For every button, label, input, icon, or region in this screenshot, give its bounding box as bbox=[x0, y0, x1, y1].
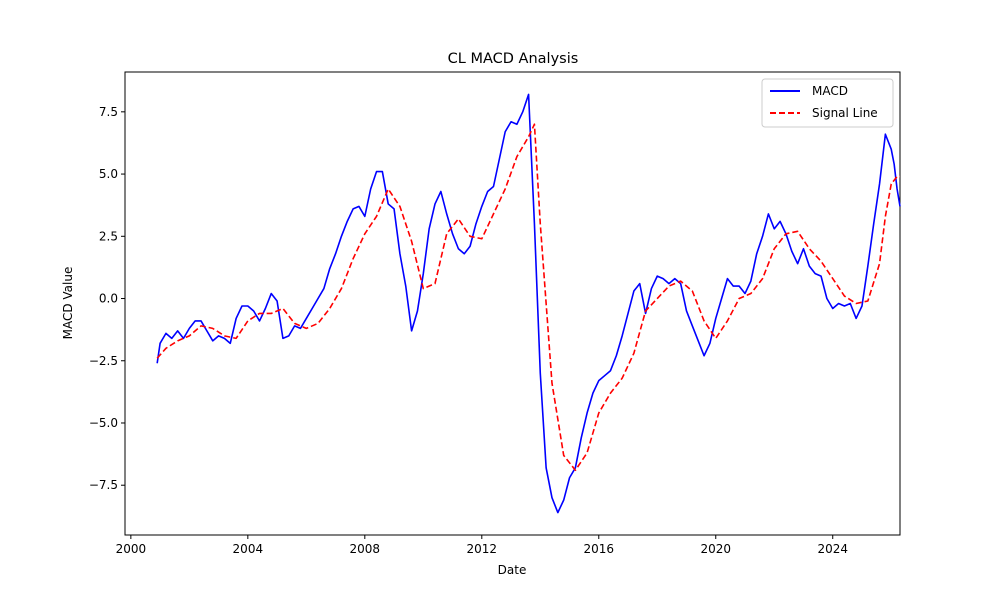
series-line-macd bbox=[156, 93, 901, 514]
y-tick-label: −7.5 bbox=[89, 478, 118, 492]
series-layer bbox=[156, 93, 901, 514]
y-tick-label: 5.0 bbox=[99, 167, 118, 181]
plot-area bbox=[124, 71, 901, 536]
series-line-signal-line bbox=[156, 123, 900, 472]
x-tick-label: 2008 bbox=[350, 542, 381, 556]
x-tick-label: 2016 bbox=[584, 542, 615, 556]
chart-title: CL MACD Analysis bbox=[448, 51, 579, 67]
y-tick-label: 2.5 bbox=[99, 229, 118, 243]
x-tick-label: 2012 bbox=[467, 542, 498, 556]
x-axis-label: Date bbox=[498, 563, 527, 577]
y-axis-label: MACD Value bbox=[61, 267, 75, 340]
y-tick-label: 7.5 bbox=[99, 105, 118, 119]
x-tick-label: 2024 bbox=[817, 542, 848, 556]
y-tick-label: −2.5 bbox=[89, 354, 118, 368]
x-tick-label: 2000 bbox=[116, 542, 147, 556]
legend-label-signal: Signal Line bbox=[812, 106, 878, 120]
x-tick-label: 2020 bbox=[700, 542, 731, 556]
x-axis: 2000 2004 2008 2012 2016 2020 2024 bbox=[116, 535, 848, 556]
legend: MACD Signal Line bbox=[761, 78, 894, 128]
x-tick-label: 2004 bbox=[233, 542, 264, 556]
axes-frame bbox=[124, 71, 901, 536]
y-tick-label: 0.0 bbox=[99, 292, 118, 306]
y-tick-label: −5.0 bbox=[89, 416, 118, 430]
y-axis: −7.5 −5.0 −2.5 0.0 2.5 5.0 7.5 bbox=[89, 105, 125, 492]
legend-label-macd: MACD bbox=[812, 84, 848, 98]
